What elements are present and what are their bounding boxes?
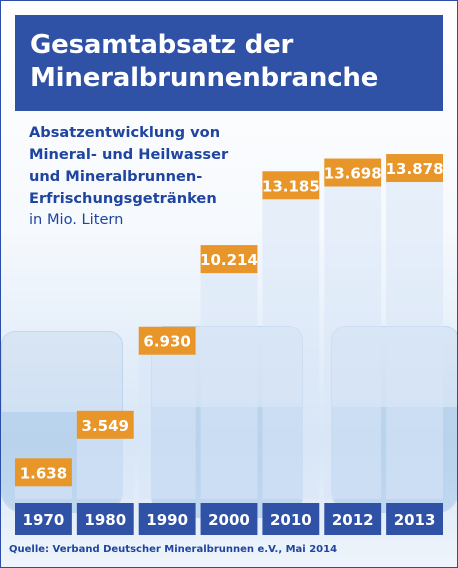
category-box	[15, 503, 72, 535]
x-tick-label: 1990	[146, 511, 188, 529]
unit-label: in Mio. Litern	[29, 211, 124, 228]
x-tick-label: 2010	[270, 511, 312, 529]
data-label: 1.638	[20, 464, 67, 482]
x-tick-label: 1980	[84, 511, 126, 529]
data-label: 13.878	[386, 160, 444, 178]
subtitle-line: und Mineralbrunnen-	[29, 168, 203, 185]
data-label: 13.698	[324, 165, 382, 183]
category-box	[386, 503, 443, 535]
value-label-box	[138, 326, 196, 355]
data-label: 3.549	[82, 417, 129, 435]
category-box	[262, 503, 320, 535]
value-label-box	[386, 154, 443, 183]
value-label-box	[324, 158, 382, 187]
chart-subtitle: Absatzentwicklung von Mineral- und Heilw…	[29, 122, 249, 210]
bar	[138, 354, 196, 499]
x-tick-label: 2000	[208, 511, 250, 529]
value-label-box	[15, 458, 72, 487]
bar	[200, 273, 258, 499]
bar	[324, 186, 382, 500]
category-box	[138, 503, 196, 535]
subtitle-line: Absatzentwicklung von	[29, 124, 221, 141]
title-line-2: Mineralbrunnenbranche	[30, 63, 379, 93]
title-line-1: Gesamtabsatz der	[30, 30, 294, 60]
value-label-box	[200, 245, 258, 274]
value-label-box	[262, 171, 320, 200]
title-banner: Gesamtabsatz der Mineralbrunnenbranche	[15, 15, 443, 111]
category-box	[200, 503, 258, 535]
category-box	[76, 503, 134, 535]
data-label: 6.930	[143, 333, 190, 351]
bar	[262, 199, 320, 499]
data-label: 10.214	[200, 251, 258, 269]
bar	[386, 182, 443, 499]
x-tick-label: 1970	[23, 511, 65, 529]
value-label-box	[76, 410, 134, 439]
bar	[76, 438, 134, 499]
subtitle-line: Mineral- und Heilwasser	[29, 146, 229, 163]
bar	[15, 486, 72, 499]
x-tick-label: 2012	[332, 511, 374, 529]
subtitle-line: Erfrischungsgetränken	[29, 190, 217, 207]
data-label: 13.185	[262, 177, 320, 195]
x-tick-label: 2013	[394, 511, 436, 529]
source-note: Quelle: Verband Deutscher Mineralbrunnen…	[9, 544, 338, 555]
category-box	[324, 503, 382, 535]
